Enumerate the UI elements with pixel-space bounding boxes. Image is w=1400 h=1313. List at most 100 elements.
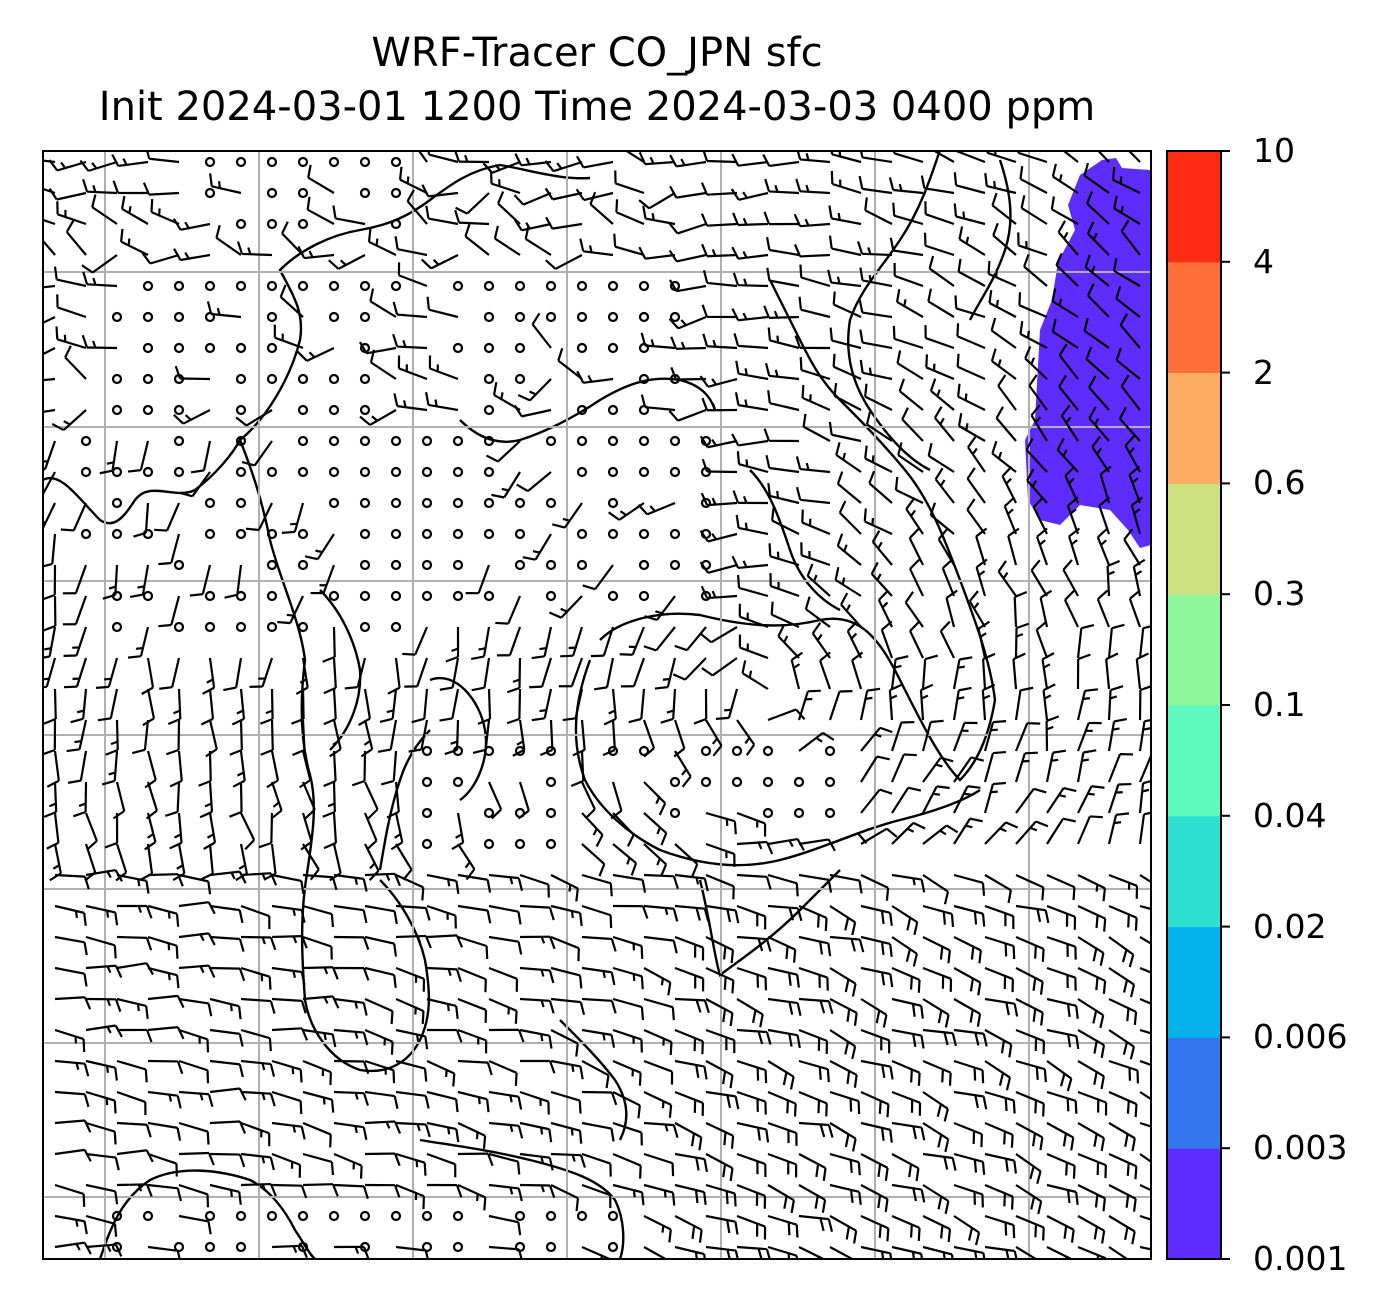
wind-barb-feather — [691, 863, 699, 877]
wind-barb-shaft — [736, 840, 768, 846]
wind-barb-shaft — [643, 1183, 674, 1194]
wind-barb-shaft — [919, 689, 925, 721]
wind-barb-feather — [871, 455, 875, 463]
calm-wind-marker — [173, 559, 185, 571]
wind-barb-feather — [975, 558, 988, 569]
wind-barb-feather — [1094, 140, 1097, 146]
calm-wind-marker — [266, 559, 278, 571]
calm-wind-marker — [142, 404, 154, 416]
wind-barb-shaft — [270, 750, 280, 781]
wind-barb-feather — [886, 1228, 890, 1242]
wind-barb-feather — [990, 790, 998, 794]
wind-barb-shaft — [457, 966, 487, 981]
wind-barb-feather — [587, 375, 593, 383]
wind-barb-shaft — [304, 253, 335, 260]
calm-wind-marker — [514, 342, 526, 354]
wind-barb-feather — [715, 716, 730, 720]
wind-barb-shaft — [705, 1183, 736, 1195]
wind-barb-feather — [1041, 652, 1055, 661]
wind-barb-feather — [173, 709, 181, 715]
wind-barb-feather — [1122, 979, 1129, 993]
wind-barb-shaft — [302, 1152, 333, 1164]
wind-barb-shaft — [736, 1152, 766, 1166]
wind-barb-feather — [472, 748, 486, 754]
wind-barb-feather — [723, 976, 727, 990]
wind-barb-feather — [207, 1152, 215, 1166]
wind-barb-feather — [804, 596, 811, 610]
wind-barb-feather — [858, 880, 863, 894]
wind-barb-feather — [1133, 558, 1146, 568]
wind-barb-feather — [821, 1199, 827, 1213]
wind-barb-shaft — [426, 1152, 456, 1166]
wind-barb-shaft — [930, 514, 955, 535]
wind-barb-feather — [1070, 1229, 1075, 1243]
wind-barb-shaft — [429, 367, 459, 381]
wind-barb-feather — [889, 1253, 893, 1259]
calm-wind-marker — [359, 621, 371, 633]
wind-barb-shaft — [457, 873, 488, 881]
wind-barb-feather — [43, 748, 56, 756]
wind-barb-shaft — [364, 872, 396, 877]
wind-barb-feather — [1158, 1194, 1159, 1207]
wind-barb-feather — [339, 259, 347, 266]
wind-barb-feather — [323, 717, 337, 726]
wind-barb-feather — [1125, 140, 1128, 146]
wind-barb-feather — [1129, 984, 1136, 998]
wind-barb-feather — [695, 877, 700, 885]
wind-barb-feather — [1013, 1250, 1018, 1259]
wind-barb-feather — [83, 973, 88, 987]
wind-barb-shaft — [798, 904, 827, 919]
wind-barb-feather — [281, 221, 289, 234]
wind-barb-feather — [703, 908, 710, 922]
wind-barb-shaft — [706, 345, 738, 350]
wind-barb-shaft — [1108, 904, 1138, 919]
wind-barb-feather — [742, 560, 748, 568]
wind-barb-shaft — [85, 904, 116, 914]
wind-barb-feather — [729, 1167, 734, 1182]
wind-barb-shaft — [1076, 690, 1087, 721]
wind-barb-feather — [540, 1033, 544, 1042]
wind-barb-feather — [1064, 465, 1076, 477]
wind-barb-feather — [455, 833, 463, 839]
wind-barb-shaft — [990, 329, 1017, 349]
wind-barb-feather — [842, 452, 847, 461]
wind-barb-feather — [875, 1010, 881, 1024]
wind-barb-feather — [725, 818, 729, 826]
wind-barb-feather — [1026, 330, 1030, 339]
wind-barb-shaft — [1041, 659, 1049, 690]
wind-barb-feather — [925, 354, 929, 368]
wind-barb-feather — [878, 1224, 882, 1238]
wind-barb-feather — [1040, 1012, 1044, 1026]
wind-barb-feather — [158, 561, 172, 566]
wind-barb-feather — [297, 245, 306, 259]
wind-barb-shaft — [146, 657, 155, 688]
wind-barb-shaft — [829, 1060, 858, 1076]
wind-barb-shaft — [1084, 266, 1110, 287]
wind-barb-shaft — [302, 873, 333, 879]
wind-barb-shaft — [85, 1243, 116, 1249]
wind-barb-feather — [230, 872, 236, 880]
wind-barb-feather — [594, 686, 608, 691]
wind-barb-shaft — [769, 160, 800, 168]
wind-barb-shaft — [612, 1152, 642, 1167]
wind-barb-shaft — [767, 1184, 795, 1202]
wind-barb-shaft — [1015, 1246, 1038, 1259]
wind-barb-feather — [726, 1094, 732, 1109]
wind-barb-feather — [1051, 318, 1057, 332]
wind-barb-feather — [924, 654, 939, 661]
wind-barb-shaft — [1014, 753, 1026, 783]
calm-wind-marker — [545, 807, 557, 819]
wind-barb-feather — [277, 620, 291, 625]
calm-wind-marker — [483, 311, 495, 323]
wind-barb-shaft — [612, 843, 637, 865]
wind-barb-shaft — [984, 966, 1014, 981]
wind-barb-feather — [83, 1120, 92, 1133]
wind-barb-shaft — [922, 1059, 952, 1074]
wind-barb-feather — [1161, 1171, 1164, 1184]
wind-barb-feather — [269, 937, 277, 951]
wind-barb-feather — [238, 1033, 244, 1047]
wind-barb-feather — [815, 1163, 820, 1178]
wind-barb-feather — [366, 839, 378, 851]
calm-wind-marker — [421, 435, 433, 447]
wind-barb-shaft — [1030, 414, 1048, 442]
